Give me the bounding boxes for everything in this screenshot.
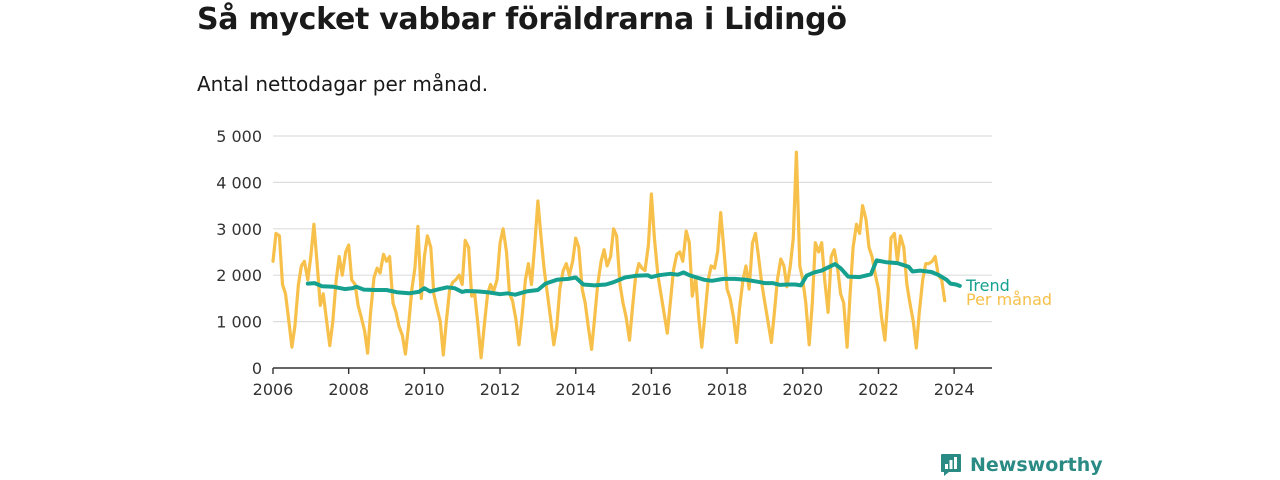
y-tick-label: 1 000 [216, 313, 262, 332]
x-tick-label: 2012 [480, 380, 521, 399]
x-tick-label: 2010 [404, 380, 445, 399]
y-tick-label: 3 000 [216, 220, 262, 239]
bar-chart-badge-icon [941, 454, 961, 476]
x-tick-label: 2006 [253, 380, 294, 399]
x-tick-label: 2016 [631, 380, 672, 399]
y-tick-label: 0 [252, 359, 262, 378]
x-tick-label: 2020 [782, 380, 823, 399]
monthly-line [271, 150, 947, 360]
x-tick-label: 2024 [934, 380, 975, 399]
x-tick-label: 2022 [858, 380, 899, 399]
y-tick-label: 5 000 [216, 127, 262, 146]
y-axis-tick-labels: 0 1 000 2 000 3 000 4 000 5 000 [216, 127, 262, 378]
y-tick-label: 2 000 [216, 266, 262, 285]
trend-line [305, 258, 962, 297]
x-tick-label: 2018 [707, 380, 748, 399]
series-lines [271, 150, 962, 360]
y-tick-label: 4 000 [216, 173, 262, 192]
legend-label-trend: Trend [965, 276, 1010, 295]
newsworthy-brand[interactable]: Newsworthy [940, 451, 1103, 479]
legend-label-monthly: Per månad [966, 290, 1052, 309]
x-tick-label: 2014 [555, 380, 596, 399]
x-axis: 2006 2008 2010 2012 2014 2016 2018 2020 2022 2024 [253, 367, 992, 399]
brand-name: Newsworthy [970, 454, 1103, 476]
chart-subtitle: Antal nettodagar per månad. [197, 72, 489, 96]
chart-title: Så mycket vabbar föräldrarna i Lidingö [197, 2, 847, 37]
x-tick-label: 2008 [328, 380, 369, 399]
